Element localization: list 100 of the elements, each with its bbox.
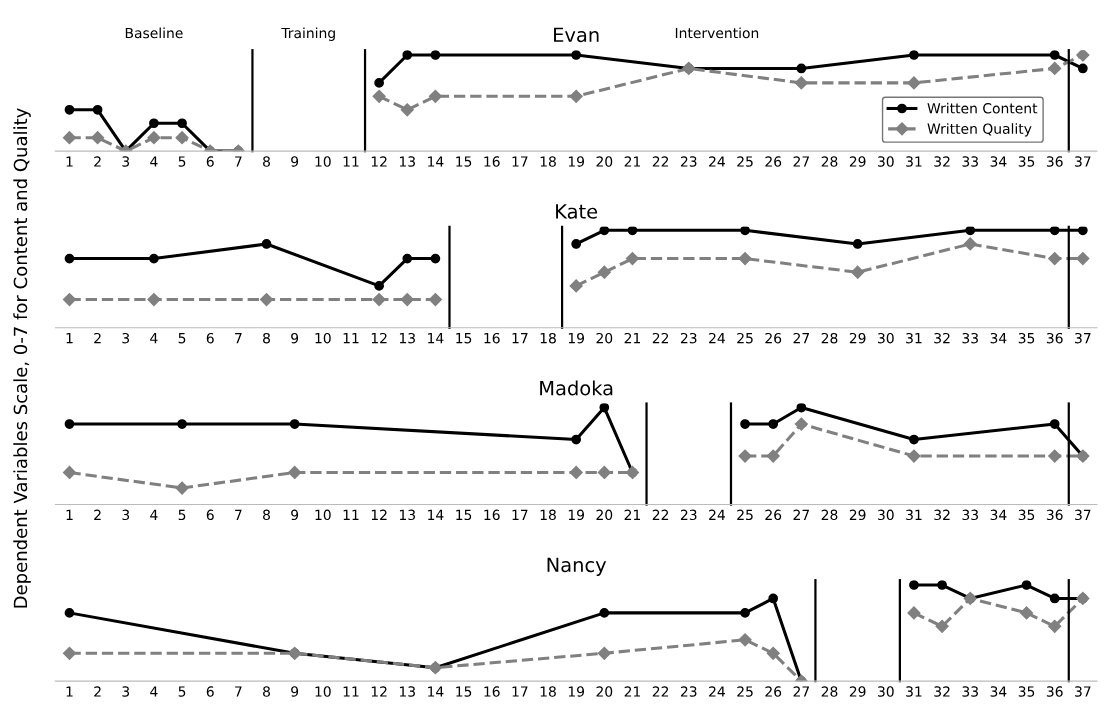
point — [92, 104, 103, 115]
x-tick-label: 28 — [821, 509, 838, 521]
x-tick-label: 10 — [315, 686, 331, 697]
point — [64, 104, 75, 115]
point — [372, 292, 386, 307]
point — [1048, 619, 1062, 633]
x-tick-label: 32 — [934, 332, 950, 344]
x-tick-label: 9 — [291, 156, 299, 167]
point — [372, 89, 386, 103]
point — [64, 608, 75, 618]
x-tick-label: 30 — [878, 332, 894, 344]
point — [599, 608, 610, 618]
point — [177, 419, 187, 429]
point — [177, 118, 187, 129]
x-tick-label: 31 — [906, 156, 922, 167]
x-tick-label: 28 — [821, 686, 838, 697]
x-tick-label: 18 — [540, 686, 556, 697]
x-tick-label: 37 — [1075, 686, 1091, 697]
x-tick-label: 14 — [428, 333, 444, 344]
x-tick-label: 27 — [793, 509, 809, 520]
x-tick-label: 33 — [962, 156, 978, 167]
point — [175, 481, 189, 495]
x-tick-label: 19 — [568, 509, 585, 521]
x-tick-label: 25 — [737, 509, 753, 521]
point — [740, 608, 750, 618]
x-tick-label: 9 — [291, 332, 299, 344]
point — [907, 76, 921, 90]
point — [963, 237, 977, 251]
x-tick-label: 5 — [178, 333, 186, 344]
x-tick-label: 26 — [765, 332, 782, 344]
x-tick-label: 37 — [1075, 332, 1091, 344]
x-tick-label: 3 — [122, 156, 130, 167]
x-tick-label: 8 — [263, 332, 270, 344]
point — [1049, 50, 1060, 60]
x-tick-label: 23 — [680, 156, 697, 167]
x-tick-label: 32 — [934, 686, 950, 697]
x-tick-label: 11 — [343, 333, 359, 344]
x-tick-label: 31 — [906, 332, 922, 344]
x-tick-label: 15 — [456, 686, 472, 697]
x-tick-label: 24 — [709, 332, 725, 344]
legend-label: Written Quality — [927, 123, 1032, 137]
x-tick-label: 12 — [371, 509, 387, 520]
x-tick-label: 20 — [596, 156, 613, 167]
point — [740, 419, 750, 429]
point — [259, 292, 274, 307]
x-tick-label: 6 — [206, 332, 214, 344]
x-tick-label: 22 — [652, 156, 669, 167]
point — [794, 76, 808, 90]
x-tick-label: 9 — [291, 686, 299, 697]
point — [62, 131, 77, 145]
point — [794, 417, 808, 431]
x-tick-label: 33 — [962, 509, 978, 521]
x-tick-label: 22 — [652, 332, 669, 344]
point — [599, 226, 610, 236]
point — [738, 252, 752, 266]
point — [64, 253, 75, 264]
x-tick-label: 35 — [1018, 686, 1035, 697]
point — [64, 419, 75, 429]
x-tick-label: 37 — [1075, 156, 1091, 167]
x-tick-label: 19 — [568, 686, 585, 697]
x-tick-label: 3 — [122, 686, 130, 697]
point — [62, 465, 77, 480]
x-tick-label: 16 — [484, 156, 500, 167]
x-tick-label: 34 — [990, 332, 1007, 344]
point — [965, 226, 976, 236]
legend-label: Written Content — [927, 102, 1038, 114]
x-tick-label: 11 — [343, 156, 359, 167]
point — [1049, 419, 1060, 429]
point — [909, 50, 919, 60]
point — [428, 89, 443, 103]
x-tick-label: 27 — [793, 156, 809, 167]
point — [909, 580, 919, 590]
point — [428, 292, 443, 307]
point — [1077, 226, 1088, 236]
x-tick-label: 35 — [1018, 156, 1035, 167]
x-tick-label: 26 — [765, 686, 782, 697]
x-tick-label: 12 — [371, 332, 387, 344]
x-tick-label: 9 — [291, 509, 299, 521]
x-tick-label: 28 — [821, 332, 838, 344]
x-tick-label: 16 — [484, 686, 500, 697]
x-tick-label: 3 — [122, 332, 130, 344]
x-tick-label: 20 — [596, 509, 613, 521]
x-tick-label: 21 — [624, 156, 641, 167]
point — [569, 465, 583, 480]
point — [1048, 449, 1062, 463]
point — [374, 281, 384, 291]
point — [625, 252, 640, 266]
x-tick-label: 16 — [484, 332, 500, 344]
x-tick-label: 17 — [512, 156, 528, 167]
x-tick-label: 11 — [343, 509, 359, 520]
point — [374, 78, 384, 88]
x-tick-label: 15 — [456, 156, 472, 167]
x-tick-label: 5 — [178, 686, 186, 697]
point — [1077, 63, 1088, 74]
point — [149, 253, 159, 264]
x-tick-label: 8 — [263, 509, 270, 521]
point — [768, 593, 779, 604]
point — [1076, 252, 1090, 266]
x-tick-label: 15 — [456, 509, 472, 521]
x-tick-label: 7 — [235, 156, 242, 167]
